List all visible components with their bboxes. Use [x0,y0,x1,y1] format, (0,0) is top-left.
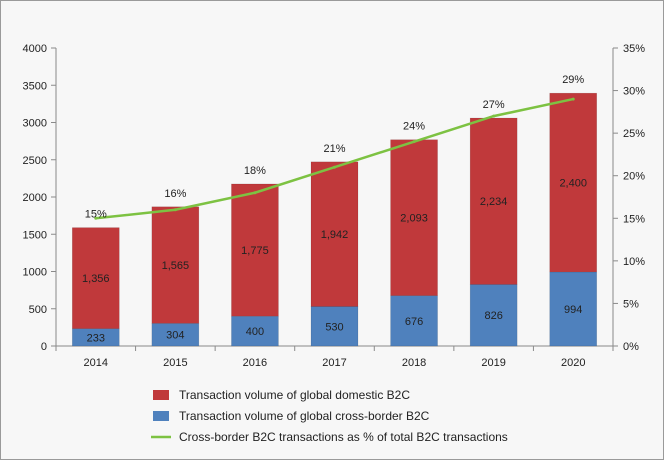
right-axis-tick-label: 0% [623,341,639,353]
bar-domestic-data-label: 1,565 [162,260,190,272]
right-axis-tick-label: 20% [623,171,645,183]
left-axis-tick-label: 1000 [23,267,47,279]
bar-cross-border-data-label: 676 [405,316,423,328]
legend-label: Cross-border B2C transactions as % of to… [179,430,508,444]
line-point [94,216,98,220]
line-point [492,114,496,118]
line-data-label: 29% [562,74,584,86]
line-point [412,140,416,144]
bar-domestic [71,227,120,329]
bar-domestic [231,183,279,317]
line-data-label: 27% [483,99,505,111]
line-point [571,97,575,101]
left-axis-tick-label: 3500 [23,80,47,92]
legend-swatch [153,411,169,421]
bar-domestic-data-label: 2,234 [480,196,508,208]
right-axis-tick-label: 5% [623,298,639,310]
left-axis-tick-label: 4000 [23,43,47,55]
right-axis-tick-label: 10% [623,256,645,268]
bar-domestic-data-label: 1,775 [241,245,269,257]
x-axis-tick-label: 2019 [481,357,505,369]
right-axis-tick-label: 15% [623,213,645,225]
bar-cross-border [469,284,518,347]
line-data-label: 21% [323,143,345,155]
bar-domestic-data-label: 2,400 [559,178,587,190]
right-axis-tick-label: 35% [623,43,645,55]
x-axis-tick-label: 2016 [243,357,267,369]
bar-domestic [469,117,518,285]
line-point [253,191,257,195]
left-axis-tick-label: 2500 [23,155,47,167]
bar-domestic [549,92,598,273]
line-data-label: 15% [85,209,107,221]
x-axis-tick-label: 2020 [561,357,585,369]
line-data-label: 16% [164,188,186,200]
x-axis-tick-label: 2018 [402,357,426,369]
bar-cross-border-data-label: 994 [564,304,582,316]
bar-cross-border [310,306,359,347]
left-axis-tick-label: 2000 [23,192,47,204]
legend-swatch [153,390,169,400]
bar-domestic [390,139,438,296]
x-axis-tick-label: 2015 [163,357,187,369]
x-axis-tick-label: 2014 [84,357,108,369]
bar-domestic-data-label: 2,093 [400,213,428,225]
bar-domestic-data-label: 1,942 [321,229,349,241]
right-axis-tick-label: 25% [623,128,645,140]
left-axis-tick-label: 0 [41,341,47,353]
line-point [333,165,336,169]
legend-label: Transaction volume of global cross-borde… [179,409,430,423]
bar-cross-border-data-label: 400 [246,326,264,338]
line-data-label: 18% [244,165,266,177]
bar-cross-border-data-label: 530 [325,321,343,333]
left-axis-tick-label: 3000 [23,118,47,130]
bar-cross-border-data-label: 826 [484,310,502,322]
bar-domestic [310,161,359,307]
bar-cross-border-data-label: 233 [87,332,105,344]
bar-domestic [151,206,200,324]
legend-label: Transaction volume of global domestic B2… [179,388,410,402]
line-point [173,208,177,212]
bar-cross-border [390,295,438,347]
left-axis-tick-label: 500 [29,304,47,316]
bar-domestic-data-label: 1,356 [82,273,110,285]
bar-cross-border [549,271,598,347]
left-axis-tick-label: 1500 [23,229,47,241]
bar-cross-border-data-label: 304 [166,330,184,342]
x-axis-tick-label: 2017 [322,357,346,369]
line-data-label: 24% [403,121,425,133]
right-axis-tick-label: 30% [623,86,645,98]
